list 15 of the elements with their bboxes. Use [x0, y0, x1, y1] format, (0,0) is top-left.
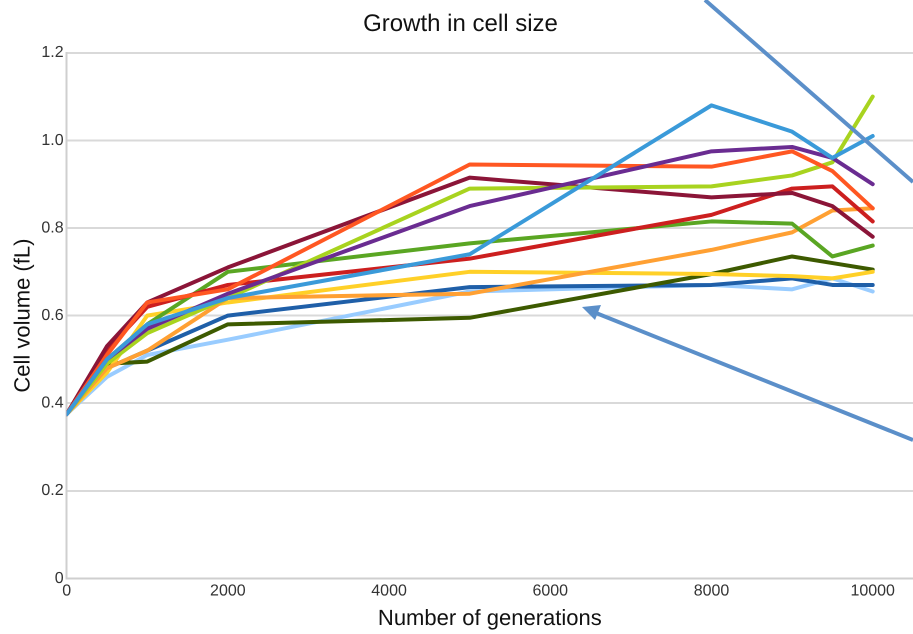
- x-tick-label: 4000: [371, 582, 407, 600]
- y-axis-title: Cell volume (fL): [9, 238, 34, 393]
- x-tick-label: 10000: [850, 582, 896, 600]
- y-tick-label: 1.0: [41, 132, 64, 149]
- y-tick-label: 0.6: [41, 307, 64, 324]
- chart-title: Growth in cell size: [363, 10, 558, 38]
- x-tick-label: 2000: [210, 582, 246, 600]
- y-tick-label: 0.2: [41, 482, 64, 500]
- y-tick-label: 0.8: [41, 219, 64, 236]
- y-tick-label: 0.4: [41, 394, 64, 412]
- x-axis-title: Number of generations: [378, 604, 602, 630]
- x-tick-label: 8000: [694, 582, 730, 600]
- y-tick-label: 1.2: [41, 44, 64, 62]
- y-tick-label: 0: [54, 570, 64, 587]
- x-tick-label: 6000: [532, 582, 568, 600]
